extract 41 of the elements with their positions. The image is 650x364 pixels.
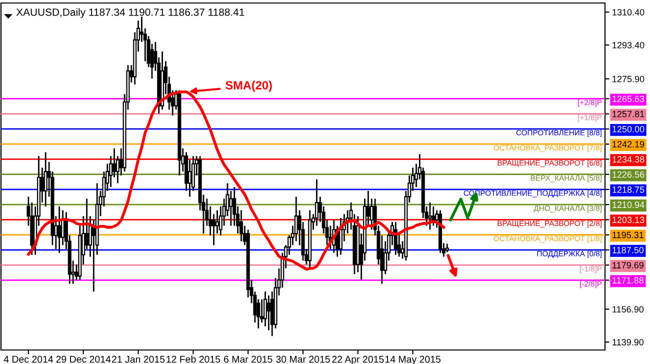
candlestick bbox=[294, 196, 298, 242]
candlestick bbox=[212, 213, 216, 246]
y-tick-label: 1139.90 bbox=[612, 339, 644, 346]
candlestick bbox=[338, 217, 343, 256]
candlestick bbox=[229, 190, 233, 226]
x-tick-label: 21 Jan 2015 bbox=[112, 356, 165, 363]
y-tick-label: 1171.88 bbox=[612, 277, 644, 284]
y-tick-label: 1293.40 bbox=[612, 42, 644, 48]
y-tick-label: 1242.19 bbox=[612, 141, 644, 148]
x-tick-label: 29 Dec 2014 bbox=[56, 356, 111, 363]
y-tick-label: 1257.81 bbox=[612, 110, 644, 118]
y-tick-label: 1310.40 bbox=[612, 9, 644, 16]
y-tick-label: 1250.00 bbox=[612, 126, 644, 132]
y-tick-label: 1179.69 bbox=[612, 262, 644, 268]
candlestick bbox=[263, 290, 268, 328]
candlestick bbox=[432, 206, 436, 226]
y-tick-label: 1265.63 bbox=[612, 96, 644, 102]
candlestick bbox=[239, 210, 243, 242]
candlestick bbox=[44, 152, 48, 208]
x-tick-label: 30 Mar 2015 bbox=[276, 356, 330, 363]
candlestick bbox=[112, 148, 116, 178]
y-tick-label: 1156.90 bbox=[612, 306, 644, 313]
y-tick-label: 1187.50 bbox=[612, 246, 644, 254]
y-tick-label: 1195.31 bbox=[612, 232, 644, 238]
candlestick bbox=[314, 178, 318, 226]
y-tick-label: 1234.38 bbox=[612, 156, 644, 163]
x-tick-label: 12 Feb 2015 bbox=[166, 356, 220, 363]
y-tick-label: 1203.13 bbox=[612, 216, 644, 224]
y-tick-label: 1226.56 bbox=[612, 171, 644, 178]
chart-title: XAUUSD,Daily 1187.34 1190.71 1186.37 1188.41 bbox=[16, 8, 244, 18]
candlestick bbox=[58, 206, 62, 254]
candlestick bbox=[428, 202, 432, 230]
candlestick bbox=[266, 294, 270, 331]
y-tick-label: 1218.75 bbox=[612, 186, 644, 193]
x-tick-label: 6 Mar 2015 bbox=[224, 356, 272, 363]
candlestick bbox=[215, 210, 219, 234]
y-tick-label: 1275.90 bbox=[612, 76, 644, 82]
y-tick-label: 1210.94 bbox=[612, 202, 644, 208]
text: SMA(20) bbox=[226, 80, 272, 92]
candlestick bbox=[188, 159, 192, 198]
x-tick-label: 4 Dec 2014 bbox=[4, 356, 54, 363]
